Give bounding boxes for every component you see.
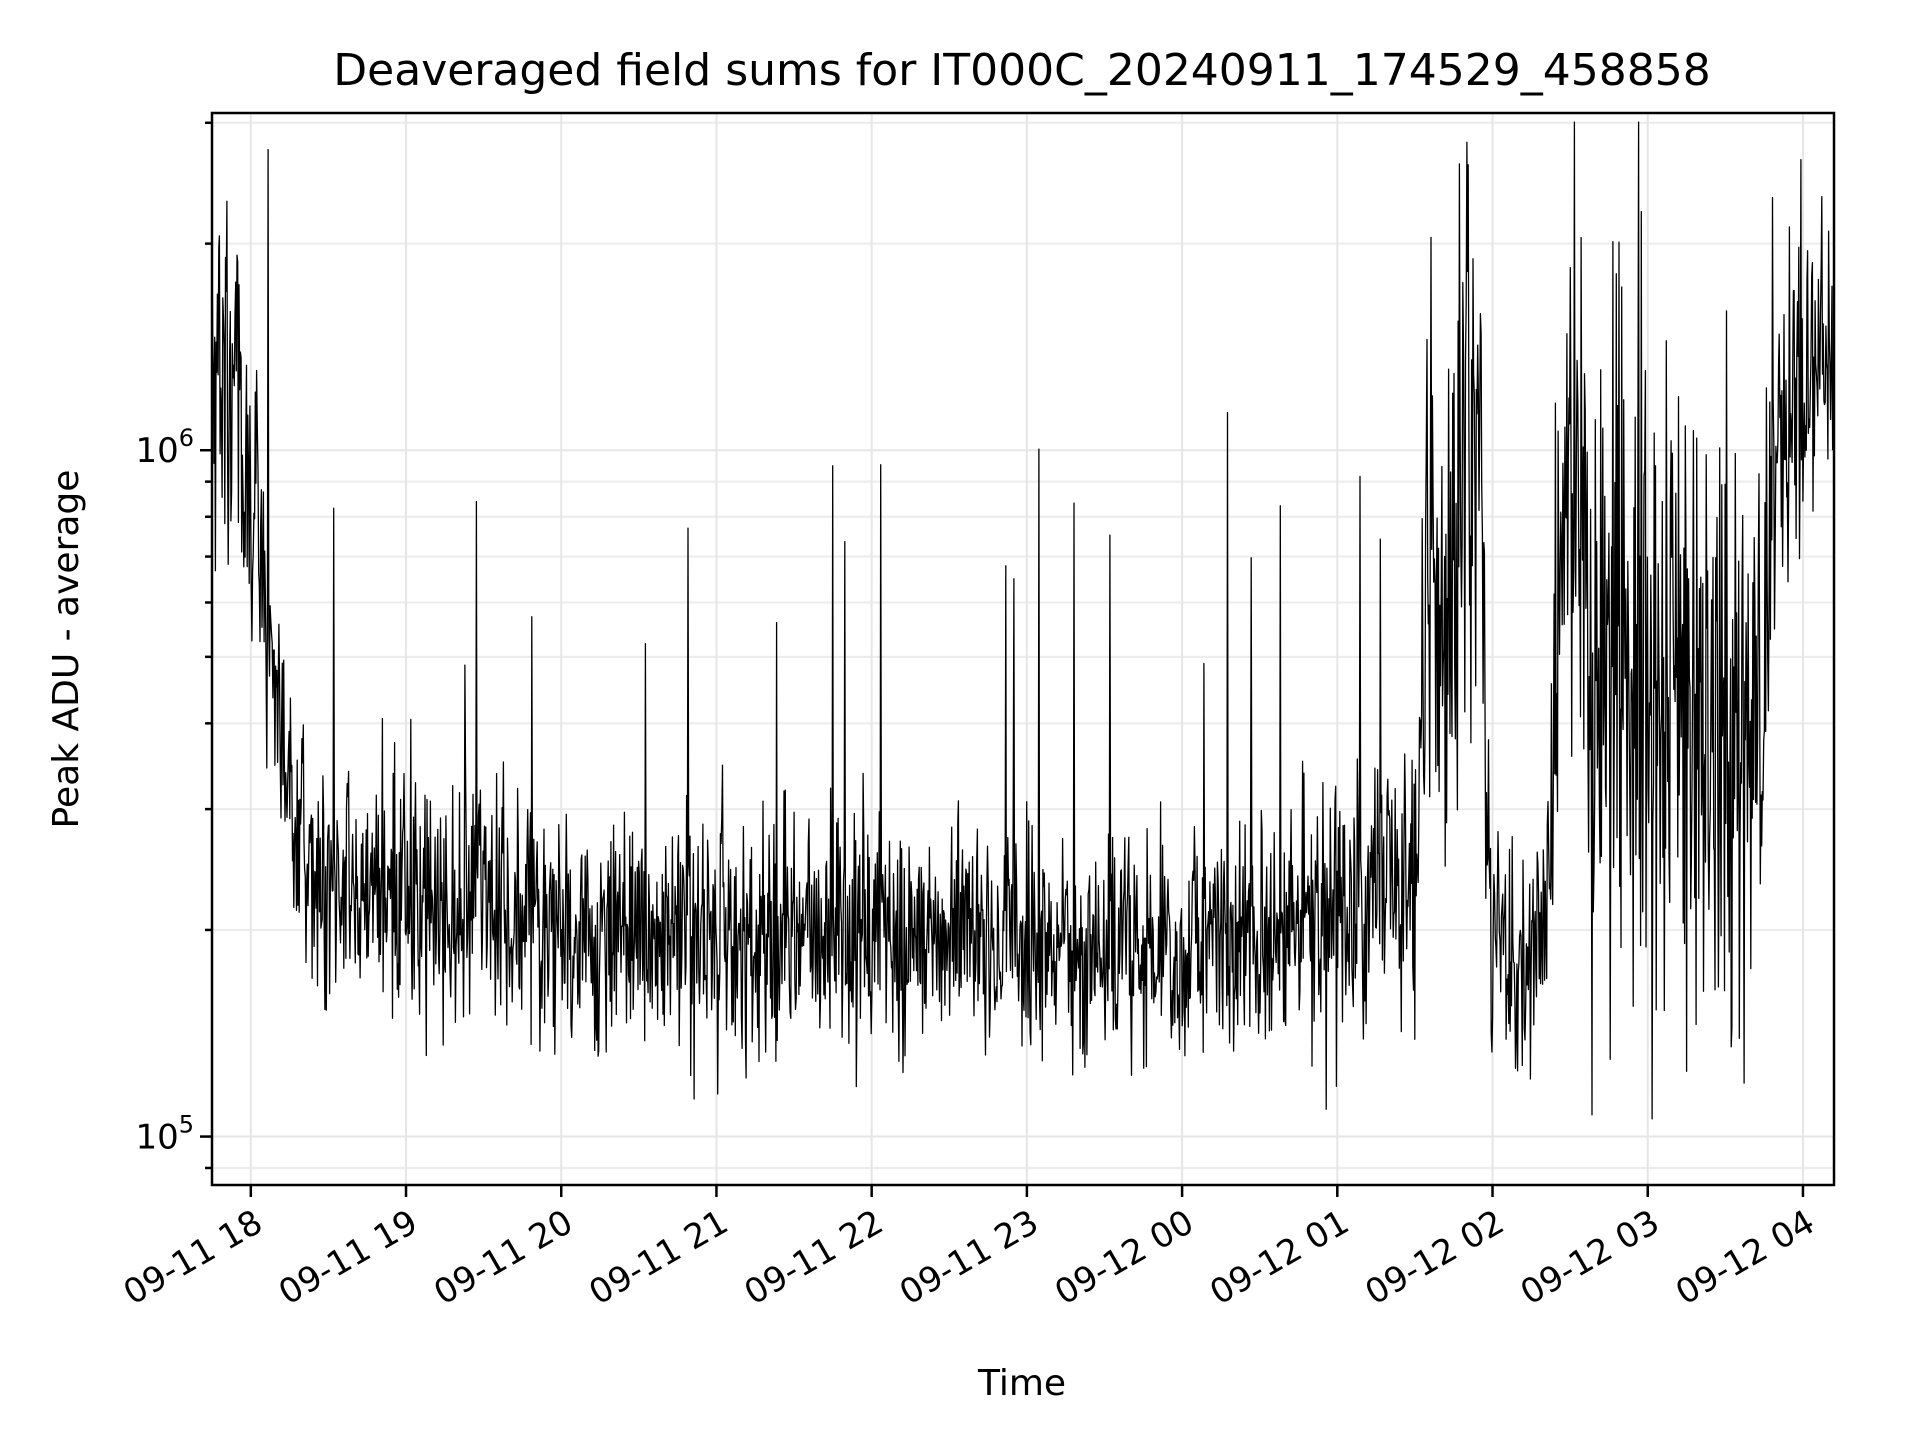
chart-title: Deaveraged field sums for IT000C_2024091…: [333, 45, 1710, 96]
plot-frame: [210, 111, 1836, 1187]
series-line: [211, 121, 1835, 1120]
y-tick-label-base: 10: [135, 431, 178, 471]
y-tick-label: 105: [135, 1111, 194, 1158]
y-tick-label-exponent: 5: [179, 1111, 194, 1139]
x-axis-label: Time: [977, 1363, 1066, 1404]
y-tick-label: 106: [135, 424, 194, 471]
series-layer: [211, 121, 1835, 1120]
y-tick-label-exponent: 6: [179, 424, 194, 452]
y-tick-label-base: 10: [135, 1118, 178, 1158]
y-axis-label: Peak ADU - average: [46, 470, 87, 829]
